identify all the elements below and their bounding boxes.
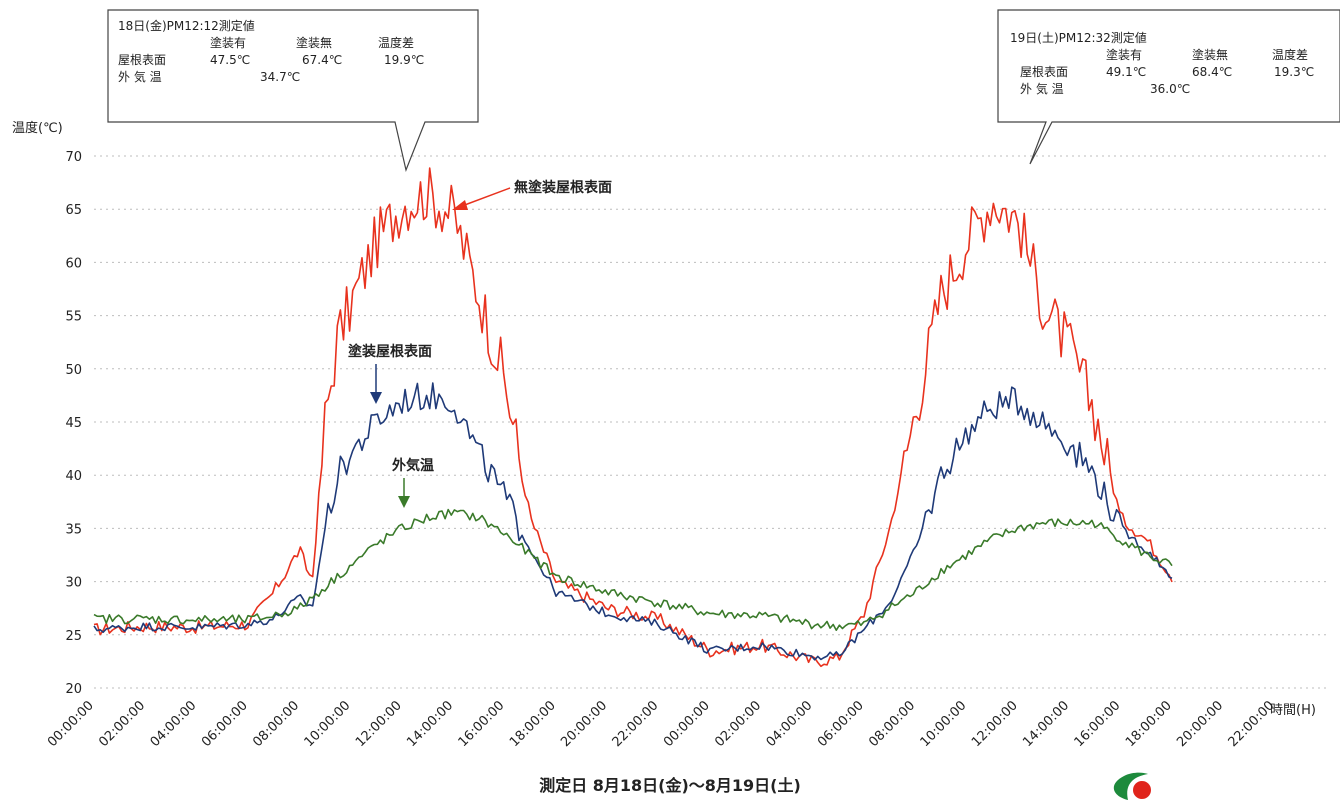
x-axis-label: 時間(H) bbox=[1270, 703, 1316, 718]
grid-lines bbox=[94, 155, 1326, 689]
callout-day2-row1-label: 屋根表面 bbox=[1020, 65, 1068, 79]
x-tick-label: 20:00:00 bbox=[558, 698, 610, 750]
callout-day2-air: 36.0℃ bbox=[1150, 82, 1190, 96]
callout-day1-title: 18日(金)PM12:12測定値 bbox=[118, 18, 255, 33]
y-tick-label: 55 bbox=[65, 310, 82, 325]
y-tick-label: 45 bbox=[65, 416, 82, 431]
x-tick-label: 12:00:00 bbox=[353, 698, 405, 750]
callout-day1-header-1: 塗装有 bbox=[210, 35, 246, 50]
y-tick-label: 25 bbox=[65, 629, 82, 644]
y-axis: 20 25 30 35 40 45 50 55 60 65 70 bbox=[65, 150, 82, 697]
x-tick-label: 04:00:00 bbox=[148, 698, 200, 750]
callout-day2-row2-label: 外 気 温 bbox=[1020, 81, 1064, 96]
x-tick-label: 18:00:00 bbox=[1123, 698, 1175, 750]
callout-day2-painted: 49.1℃ bbox=[1106, 65, 1146, 79]
y-tick-label: 40 bbox=[65, 469, 82, 484]
callout-day2-header-2: 塗装無 bbox=[1192, 47, 1228, 62]
series-line bbox=[93, 167, 1173, 668]
x-tick-label: 08:00:00 bbox=[866, 698, 918, 750]
callout-day1-painted: 47.5℃ bbox=[210, 53, 250, 67]
annotation-painted-roof: 塗装屋根表面 bbox=[348, 343, 432, 360]
x-tick-label: 16:00:00 bbox=[1072, 698, 1124, 750]
x-tick-label: 14:00:00 bbox=[1020, 698, 1072, 750]
callout-day2-title: 19日(土)PM12:32測定値 bbox=[1010, 30, 1147, 45]
annotation-air-temp: 外気温 bbox=[392, 457, 434, 474]
series-line bbox=[93, 508, 1173, 632]
company-logo bbox=[1098, 766, 1340, 800]
x-tick-label: 08:00:00 bbox=[250, 698, 302, 750]
callout-day1-row1-label: 屋根表面 bbox=[118, 53, 166, 67]
arrow-air bbox=[398, 478, 410, 508]
x-tick-label: 02:00:00 bbox=[712, 698, 764, 750]
arrow-unpainted bbox=[452, 187, 511, 210]
x-tick-label: 10:00:00 bbox=[302, 698, 354, 750]
callout-day1-air: 34.7℃ bbox=[260, 70, 300, 84]
x-tick-label: 14:00:00 bbox=[404, 698, 456, 750]
y-tick-label: 35 bbox=[65, 522, 82, 537]
callout-day2-diff: 19.3℃ bbox=[1274, 65, 1314, 79]
x-tick-label: 10:00:00 bbox=[918, 698, 970, 750]
annotation-unpainted-roof: 無塗装屋根表面 bbox=[514, 179, 612, 196]
x-tick-label: 16:00:00 bbox=[456, 698, 508, 750]
arrow-painted bbox=[370, 364, 382, 404]
x-axis: 00:00:00 02:00:00 04:00:00 06:00:00 08:00:00… bbox=[45, 698, 1278, 750]
y-tick-label: 30 bbox=[65, 576, 82, 591]
x-tick-label: 06:00:00 bbox=[815, 698, 867, 750]
y-tick-label: 70 bbox=[65, 150, 82, 165]
callout-day2-header-3: 温度差 bbox=[1272, 47, 1308, 62]
x-tick-label: 06:00:00 bbox=[199, 698, 251, 750]
chart-caption: 測定日 8月18日(金)〜8月19日(土) bbox=[539, 776, 801, 795]
series-lines bbox=[93, 167, 1173, 668]
callout-day1-header-3: 温度差 bbox=[378, 35, 414, 50]
y-tick-label: 60 bbox=[65, 256, 82, 271]
callout-day2-header-1: 塗装有 bbox=[1106, 47, 1142, 62]
x-tick-label: 22:00:00 bbox=[610, 698, 662, 750]
callout-day1: 18日(金)PM12:12測定値 塗装有 塗装無 温度差 屋根表面 47.5℃ … bbox=[107, 9, 479, 173]
x-tick-label: 04:00:00 bbox=[764, 698, 816, 750]
series-line bbox=[93, 382, 1173, 661]
y-axis-label: 温度(℃) bbox=[12, 120, 63, 136]
y-tick-label: 50 bbox=[65, 363, 82, 378]
x-tick-label: 00:00:00 bbox=[661, 698, 713, 750]
callout-day2-unpainted: 68.4℃ bbox=[1192, 65, 1232, 79]
y-tick-label: 65 bbox=[65, 203, 82, 218]
x-tick-label: 12:00:00 bbox=[969, 698, 1021, 750]
callout-day2: 19日(土)PM12:32測定値 塗装有 塗装無 温度差 屋根表面 49.1℃ … bbox=[997, 9, 1340, 165]
callout-day1-unpainted: 67.4℃ bbox=[302, 53, 342, 67]
callout-day1-row2-label: 外 気 温 bbox=[118, 69, 162, 84]
x-tick-label: 20:00:00 bbox=[1174, 698, 1226, 750]
x-tick-label: 00:00:00 bbox=[45, 698, 97, 750]
x-tick-label: 18:00:00 bbox=[507, 698, 559, 750]
x-tick-label: 02:00:00 bbox=[96, 698, 148, 750]
y-tick-label: 20 bbox=[65, 682, 82, 697]
callout-day1-header-2: 塗装無 bbox=[296, 35, 332, 50]
callout-day1-diff: 19.9℃ bbox=[384, 53, 424, 67]
